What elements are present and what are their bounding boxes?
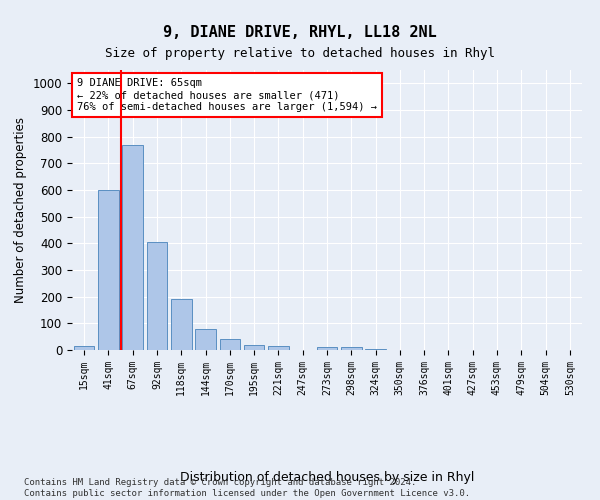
Bar <box>74 346 94 350</box>
Bar <box>146 242 167 350</box>
Bar <box>195 329 216 350</box>
Bar <box>122 144 143 350</box>
X-axis label: Distribution of detached houses by size in Rhyl: Distribution of detached houses by size … <box>180 472 474 484</box>
Text: 9, DIANE DRIVE, RHYL, LL18 2NL: 9, DIANE DRIVE, RHYL, LL18 2NL <box>163 25 437 40</box>
Bar <box>268 346 289 350</box>
Bar <box>98 190 119 350</box>
Text: 9 DIANE DRIVE: 65sqm
← 22% of detached houses are smaller (471)
76% of semi-deta: 9 DIANE DRIVE: 65sqm ← 22% of detached h… <box>77 78 377 112</box>
Text: Contains HM Land Registry data © Crown copyright and database right 2024.
Contai: Contains HM Land Registry data © Crown c… <box>24 478 470 498</box>
Bar <box>341 347 362 350</box>
Bar <box>365 348 386 350</box>
Bar <box>317 347 337 350</box>
Y-axis label: Number of detached properties: Number of detached properties <box>14 117 27 303</box>
Bar <box>220 340 240 350</box>
Text: Size of property relative to detached houses in Rhyl: Size of property relative to detached ho… <box>105 48 495 60</box>
Bar <box>244 345 265 350</box>
Bar <box>171 300 191 350</box>
